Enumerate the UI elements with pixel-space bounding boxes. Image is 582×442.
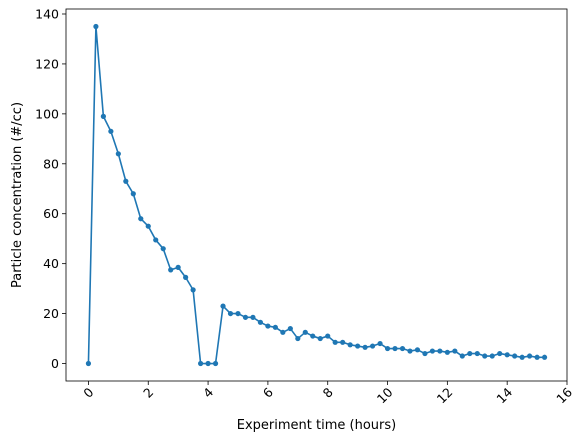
data-point (85, 360, 92, 367)
data-point (414, 347, 421, 353)
x-tick-label: 4 (200, 384, 216, 400)
data-point (235, 310, 241, 317)
data-point (422, 350, 428, 357)
data-point (302, 329, 308, 335)
x-tick-label: 12 (434, 385, 456, 407)
x-tick-label: 2 (140, 385, 156, 401)
data-point (160, 246, 166, 252)
data-point (340, 339, 346, 345)
data-point (227, 310, 234, 317)
plot-area (85, 23, 548, 367)
data-point (467, 350, 473, 357)
data-point (362, 344, 368, 350)
data-point (369, 343, 376, 349)
data-point (527, 353, 533, 359)
data-point (452, 348, 458, 354)
data-point (295, 335, 301, 342)
x-tick-label: 16 (553, 384, 575, 406)
data-point (198, 360, 204, 367)
data-point (474, 350, 480, 357)
x-tick-label: 0 (80, 384, 96, 400)
data-point (512, 353, 518, 359)
y-tick-label: 100 (35, 106, 59, 121)
y-tick-label: 120 (35, 56, 59, 71)
y-axis-label: Particle concentration (#/cc) (10, 102, 25, 288)
data-point (250, 314, 256, 320)
data-point (183, 274, 189, 280)
data-point (205, 360, 211, 367)
data-point (407, 348, 413, 354)
y-tick-label: 40 (43, 256, 59, 271)
data-point (257, 319, 264, 325)
data-point (534, 354, 540, 360)
data-point (459, 353, 465, 359)
data-point (280, 329, 286, 335)
axes-frame (65, 8, 568, 382)
x-tick-label: 6 (260, 384, 276, 400)
data-point (272, 324, 278, 330)
y-tick-label: 60 (43, 206, 59, 221)
data-point (482, 353, 488, 359)
data-point (108, 128, 114, 134)
data-point (145, 223, 151, 229)
y-tick-label: 140 (35, 6, 59, 21)
data-point (93, 23, 99, 30)
data-point (489, 353, 495, 359)
y-tick-label: 0 (51, 356, 59, 371)
x-tick-label: 14 (493, 384, 515, 406)
data-point (310, 333, 316, 339)
data-point (384, 345, 391, 352)
x-axis: 0 2 4 6 8 10 12 14 16 (80, 381, 575, 406)
data-point (444, 349, 450, 355)
data-point (429, 348, 435, 354)
x-axis-label: Experiment time (hours) (237, 418, 396, 433)
data-point (317, 335, 323, 342)
data-point (212, 360, 219, 367)
y-axis: 0 20 40 60 80 100 120 140 (35, 6, 66, 371)
data-point (138, 216, 144, 222)
data-point (153, 237, 159, 243)
data-point (115, 151, 121, 157)
data-point (242, 314, 249, 320)
data-point (220, 303, 226, 309)
data-point (175, 264, 181, 270)
series-line (87, 25, 545, 365)
data-point (100, 113, 106, 119)
data-point (437, 348, 443, 354)
data-point (168, 267, 174, 273)
data-point (497, 350, 503, 357)
y-tick-label: 20 (43, 306, 59, 321)
data-point (519, 354, 525, 360)
data-point (265, 323, 271, 329)
data-point (504, 352, 510, 358)
data-point (347, 342, 353, 348)
data-point (287, 325, 293, 332)
data-point (392, 345, 398, 352)
data-point (377, 340, 383, 347)
y-tick-label: 80 (43, 156, 59, 171)
x-tick-label: 10 (374, 384, 396, 406)
data-point (541, 354, 548, 360)
data-point (399, 345, 406, 352)
data-point (332, 339, 338, 345)
x-tick-label: 8 (320, 384, 336, 400)
data-point (130, 191, 136, 197)
data-point (190, 287, 196, 293)
data-point (355, 343, 361, 349)
data-point (123, 178, 129, 184)
data-point (325, 333, 331, 339)
